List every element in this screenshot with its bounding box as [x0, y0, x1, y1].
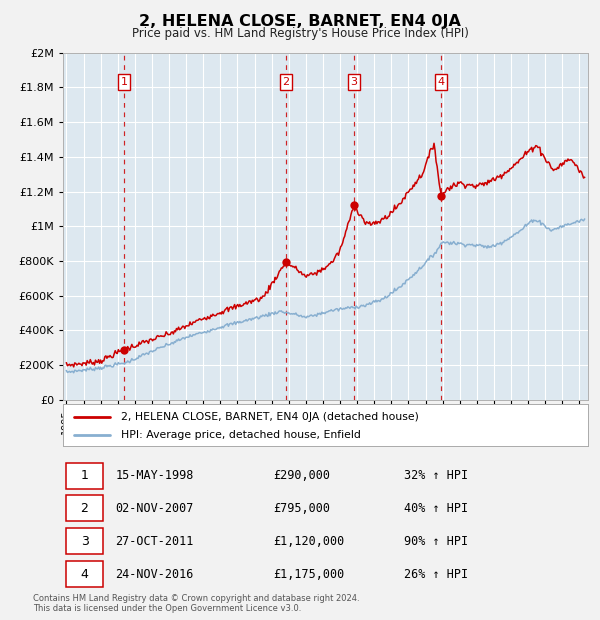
Text: £290,000: £290,000 — [273, 469, 330, 482]
Text: 26% ↑ HPI: 26% ↑ HPI — [404, 568, 469, 580]
Text: 2, HELENA CLOSE, BARNET, EN4 0JA: 2, HELENA CLOSE, BARNET, EN4 0JA — [139, 14, 461, 29]
Text: 3: 3 — [350, 77, 358, 87]
Text: 27-OCT-2011: 27-OCT-2011 — [115, 535, 194, 547]
Text: 3: 3 — [80, 535, 88, 547]
Text: 2: 2 — [80, 502, 88, 515]
FancyBboxPatch shape — [65, 528, 103, 554]
Text: £1,120,000: £1,120,000 — [273, 535, 344, 547]
FancyBboxPatch shape — [65, 495, 103, 521]
Text: This data is licensed under the Open Government Licence v3.0.: This data is licensed under the Open Gov… — [33, 604, 301, 613]
Text: Contains HM Land Registry data © Crown copyright and database right 2024.: Contains HM Land Registry data © Crown c… — [33, 595, 359, 603]
Text: £795,000: £795,000 — [273, 502, 330, 515]
Text: 4: 4 — [80, 568, 88, 580]
Text: 40% ↑ HPI: 40% ↑ HPI — [404, 502, 469, 515]
Text: 02-NOV-2007: 02-NOV-2007 — [115, 502, 194, 515]
Text: 15-MAY-1998: 15-MAY-1998 — [115, 469, 194, 482]
Text: 2, HELENA CLOSE, BARNET, EN4 0JA (detached house): 2, HELENA CLOSE, BARNET, EN4 0JA (detach… — [121, 412, 419, 422]
Text: 24-NOV-2016: 24-NOV-2016 — [115, 568, 194, 580]
Text: 90% ↑ HPI: 90% ↑ HPI — [404, 535, 469, 547]
Text: 1: 1 — [121, 77, 128, 87]
Text: 4: 4 — [437, 77, 445, 87]
Text: 1: 1 — [80, 469, 88, 482]
Text: £1,175,000: £1,175,000 — [273, 568, 344, 580]
FancyBboxPatch shape — [65, 561, 103, 587]
Text: HPI: Average price, detached house, Enfield: HPI: Average price, detached house, Enfi… — [121, 430, 361, 440]
Text: Price paid vs. HM Land Registry's House Price Index (HPI): Price paid vs. HM Land Registry's House … — [131, 27, 469, 40]
Text: 32% ↑ HPI: 32% ↑ HPI — [404, 469, 469, 482]
FancyBboxPatch shape — [65, 463, 103, 489]
Text: 2: 2 — [283, 77, 290, 87]
